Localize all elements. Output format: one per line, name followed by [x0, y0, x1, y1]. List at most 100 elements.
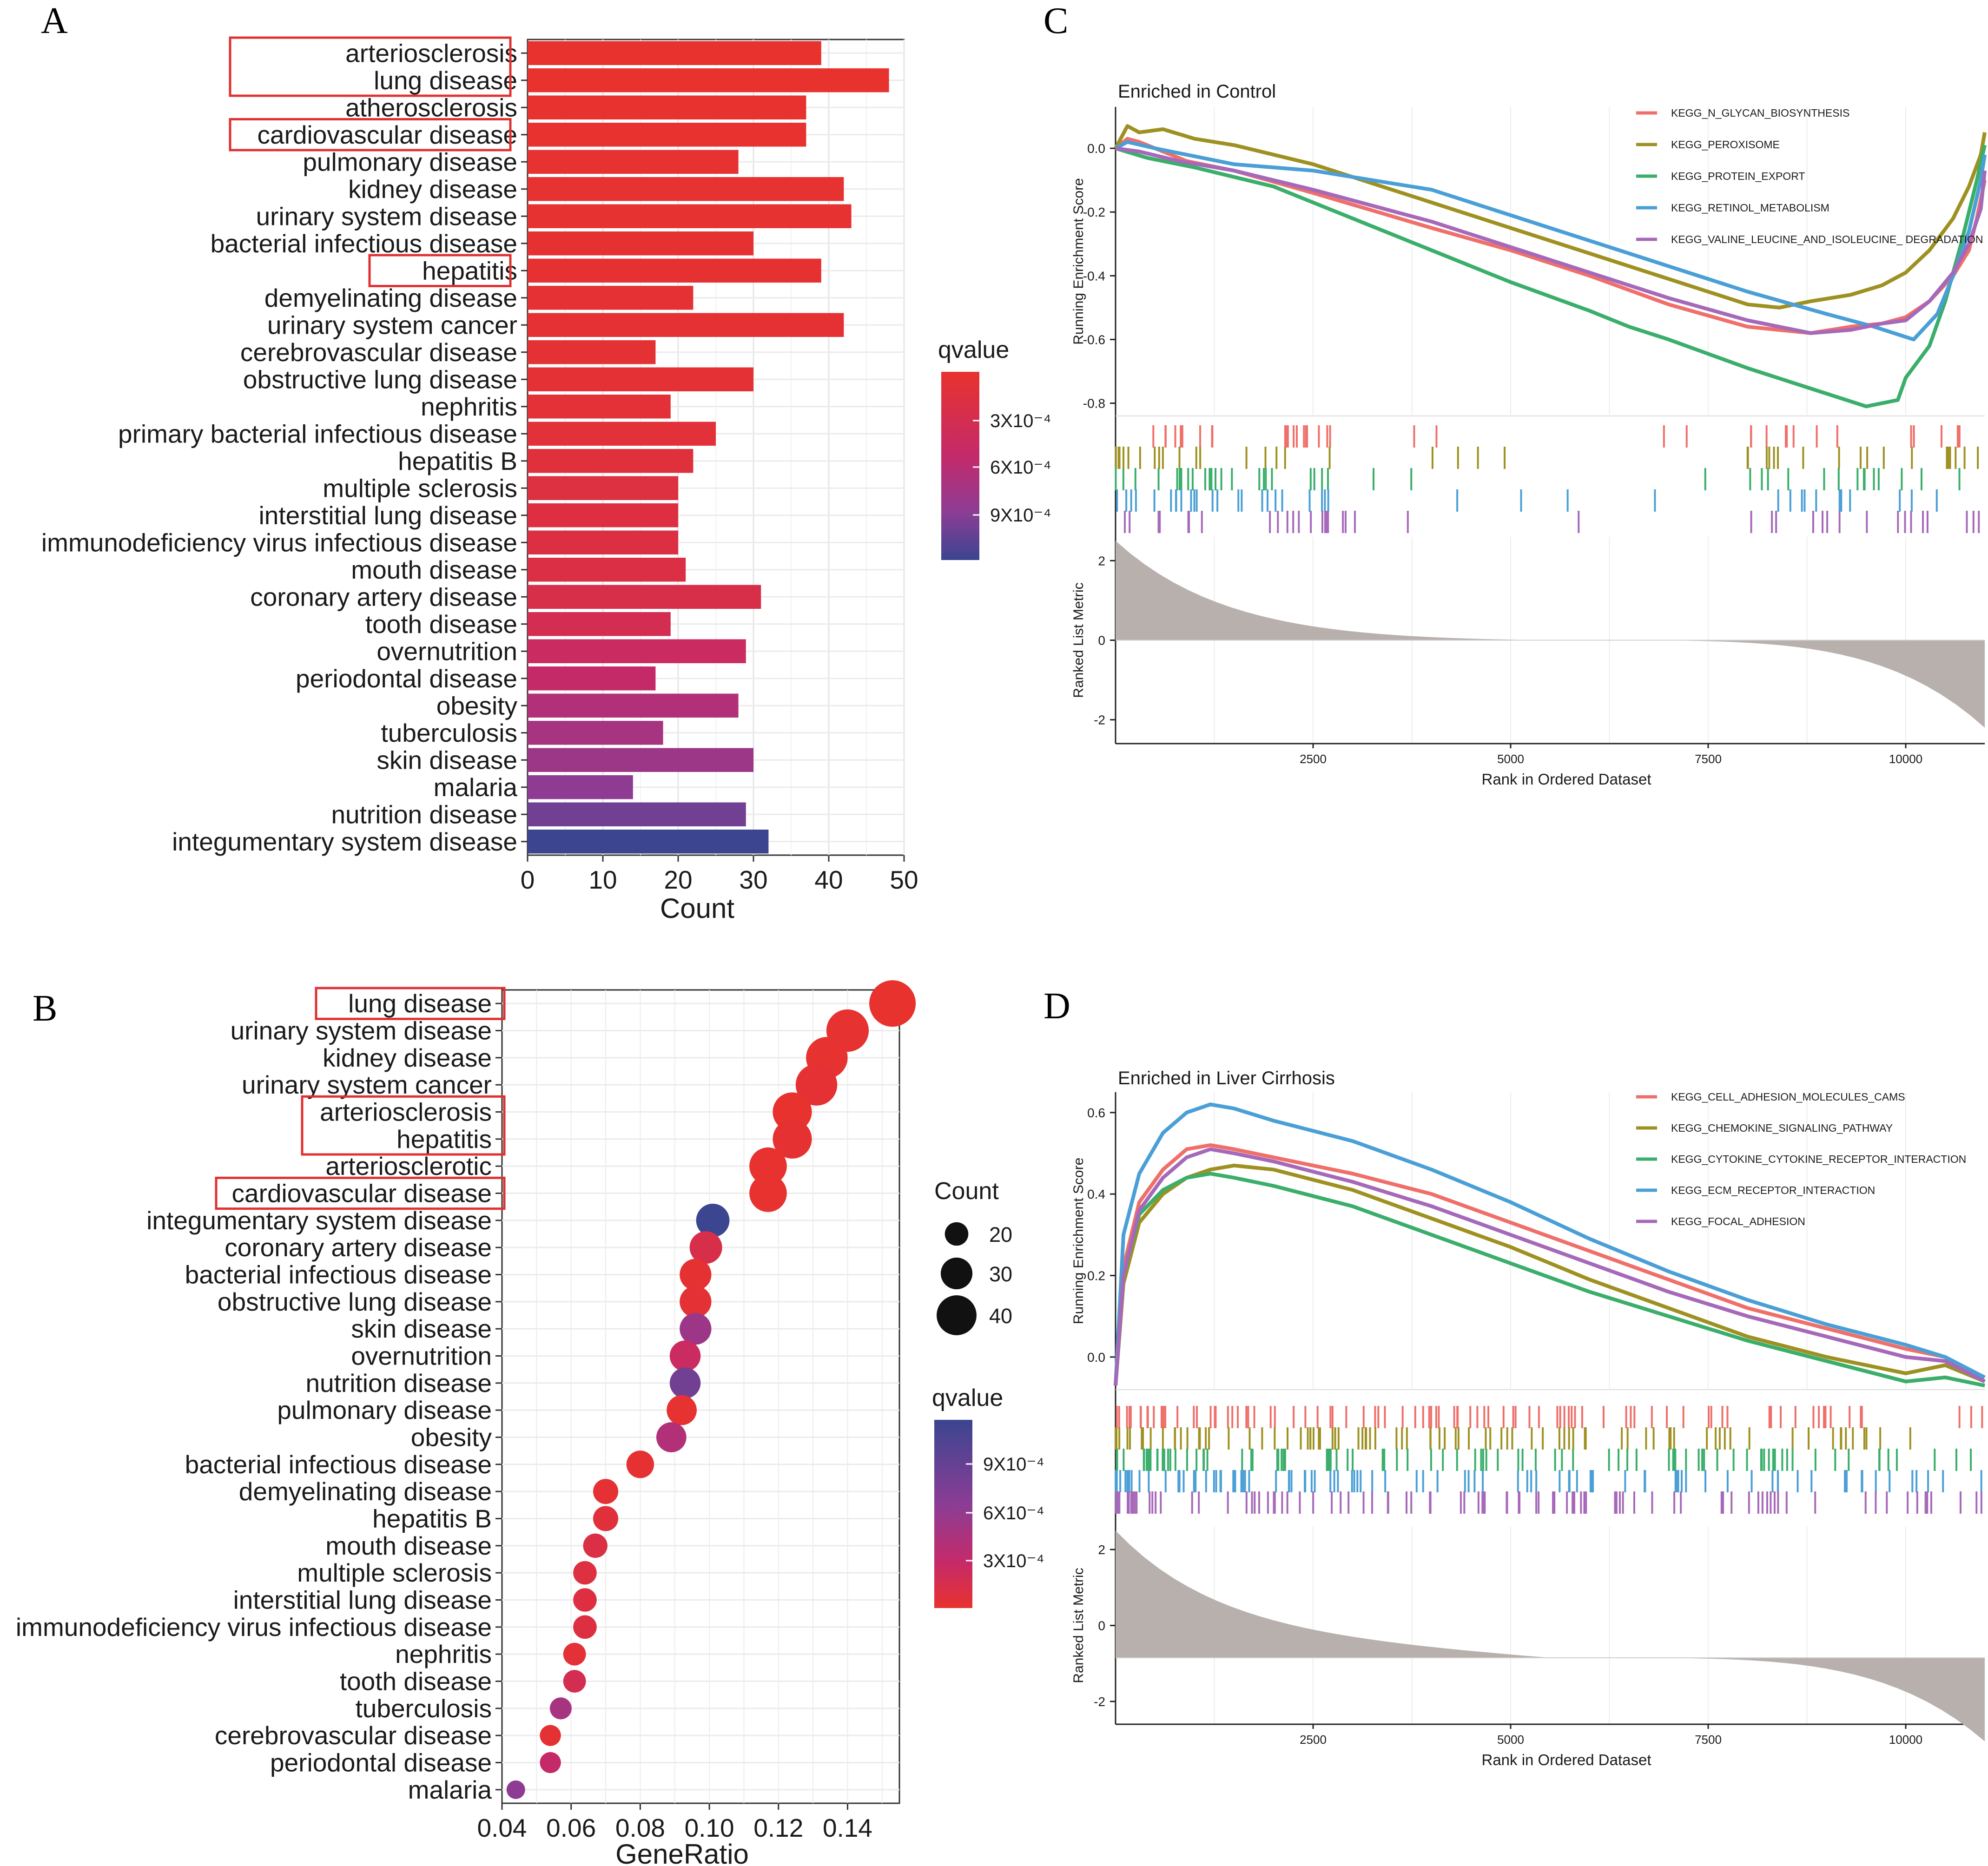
- a-x-tick-label: 50: [890, 865, 918, 894]
- c-metric-area-neg: [1116, 640, 1985, 728]
- a-category-label: pulmonary disease: [303, 147, 517, 176]
- c-x-axis-label: Rank in Ordered Dataset: [1481, 771, 1651, 788]
- d-x-tick-label: 5000: [1497, 1733, 1524, 1747]
- b-category-label: bacterial infectious disease: [185, 1450, 492, 1479]
- a-category-label: bacterial infectious disease: [211, 229, 517, 258]
- a-bar: [528, 395, 671, 419]
- a-category-label: kidney disease: [348, 175, 517, 204]
- c-y-tick-label: -0.8: [1083, 396, 1105, 411]
- c-legend-label: KEGG_N_GLYCAN_BIOSYNTHESIS: [1671, 107, 1849, 119]
- a-category-label: primary bacterial infectious disease: [118, 419, 517, 448]
- a-category-label: demyelinating disease: [264, 284, 517, 312]
- a-x-axis-label: Count: [660, 893, 734, 924]
- b-category-label: immunodeficiency virus infectious diseas…: [16, 1613, 492, 1642]
- a-bar: [528, 422, 716, 446]
- panel-letter-b: B: [33, 988, 58, 1029]
- d-metric-tick-label: 0: [1098, 1619, 1105, 1633]
- b-category-label: nephritis: [395, 1640, 492, 1668]
- c-legend-label: KEGG_PROTEIN_EXPORT: [1671, 170, 1805, 182]
- d-legend-label: KEGG_CYTOKINE_CYTOKINE_RECEPTOR_INTERACT…: [1671, 1153, 1966, 1165]
- b-category-label: nutrition disease: [305, 1369, 492, 1398]
- c-y-tick-label: 0.0: [1087, 141, 1105, 156]
- a-category-label: tuberculosis: [381, 719, 517, 747]
- d-y-tick-label: 0.0: [1087, 1350, 1105, 1365]
- b-dot: [656, 1422, 687, 1452]
- d-x-tick-label: 7500: [1695, 1733, 1722, 1747]
- panel-letter-d: D: [1044, 986, 1070, 1027]
- d-legend-label: KEGG_CHEMOKINE_SIGNALING_PATHWAY: [1671, 1122, 1893, 1134]
- a-bar: [528, 68, 889, 92]
- b-x-axis-label: GeneRatio: [615, 1839, 749, 1866]
- c-y-tick-label: -0.2: [1083, 205, 1105, 219]
- b-category-label: multiple sclerosis: [297, 1558, 492, 1587]
- b-category-label: demyelinating disease: [239, 1477, 492, 1506]
- b-dot: [593, 1479, 619, 1504]
- panel-letter-a: A: [41, 0, 68, 41]
- c-legend-label: KEGG_PEROXISOME: [1671, 138, 1780, 151]
- a-bar: [528, 612, 671, 636]
- c-metric-tick-label: 0: [1098, 633, 1105, 648]
- a-category-label: urinary system disease: [256, 202, 517, 231]
- b-legend-tick-label: 9X10⁻⁴: [983, 1454, 1044, 1475]
- c-series-line: [1115, 145, 1987, 409]
- b-x-tick-label: 0.04: [477, 1813, 527, 1842]
- b-size-legend-dot: [940, 1257, 973, 1290]
- c-metric-tick-label: 2: [1098, 554, 1105, 568]
- panel-letter-c: C: [1044, 0, 1069, 41]
- b-category-label: tuberculosis: [356, 1694, 492, 1723]
- b-dot: [795, 1064, 838, 1106]
- d-legend-label: KEGG_ECM_RECEPTOR_INTERACTION: [1671, 1184, 1875, 1196]
- b-highlight-box: [315, 987, 506, 1020]
- b-dot: [667, 1395, 697, 1425]
- d-series-line: [1114, 1102, 1986, 1386]
- a-bar: [528, 775, 633, 799]
- a-bar: [528, 639, 746, 663]
- b-color-legend-title: qvalue: [932, 1385, 1003, 1411]
- c-series-line: [1115, 146, 1987, 335]
- b-dot: [540, 1752, 561, 1774]
- a-bar: [528, 476, 678, 500]
- b-category-label: arteriosclerotic: [325, 1152, 492, 1180]
- b-category-label: kidney disease: [323, 1043, 492, 1072]
- d-metric-area-pos: [1116, 1530, 1985, 1658]
- a-category-label: interstitial lung disease: [259, 501, 517, 530]
- a-category-label: integumentary system disease: [172, 827, 517, 856]
- a-legend-title: qvalue: [938, 336, 1009, 363]
- b-x-tick-label: 0.08: [615, 1813, 665, 1842]
- a-bar: [528, 258, 821, 283]
- d-x-axis-label: Rank in Ordered Dataset: [1481, 1751, 1651, 1768]
- b-category-label: periodontal disease: [270, 1748, 492, 1777]
- a-legend-colorbar: [941, 372, 979, 560]
- b-category-label: cardiovascular disease: [232, 1179, 492, 1208]
- a-bar: [528, 313, 844, 337]
- b-category-label: obesity: [411, 1423, 492, 1452]
- a-category-label: lung disease: [374, 66, 517, 95]
- c-legend-label: KEGG_VALINE_LEUCINE_AND_ISOLEUCINE_ DEGR…: [1671, 233, 1983, 245]
- c-series-line: [1114, 124, 1987, 310]
- b-dot: [583, 1533, 608, 1558]
- b-category-label: pulmonary disease: [277, 1396, 492, 1424]
- b-category-label: lung disease: [348, 989, 492, 1018]
- a-bar: [528, 204, 852, 228]
- a-bar: [528, 177, 844, 201]
- b-legend-colorbar: [934, 1420, 972, 1608]
- c-x-tick-label: 2500: [1300, 752, 1327, 766]
- b-dot: [563, 1642, 586, 1666]
- b-dot: [773, 1119, 812, 1159]
- a-bar: [528, 503, 678, 527]
- a-category-label: hepatitis: [422, 256, 517, 285]
- c-x-tick-label: 5000: [1497, 752, 1524, 766]
- d-x-tick-label: 10000: [1889, 1733, 1922, 1747]
- b-size-legend-label: 20: [989, 1223, 1012, 1246]
- a-bar: [528, 666, 656, 691]
- a-bar: [528, 558, 686, 582]
- d-y-tick-label: 0.4: [1087, 1187, 1105, 1201]
- b-dot: [573, 1615, 597, 1639]
- a-category-label: skin disease: [376, 745, 517, 774]
- b-dot: [689, 1231, 722, 1264]
- d-legend-label: KEGG_CELL_ADHESION_MOLECULES_CAMS: [1671, 1091, 1905, 1103]
- b-size-legend-label: 40: [989, 1304, 1012, 1328]
- a-category-label: atherosclerosis: [345, 93, 517, 122]
- c-metric-axis-label: Ranked List Metric: [1071, 582, 1086, 698]
- b-highlight-box: [301, 1095, 506, 1156]
